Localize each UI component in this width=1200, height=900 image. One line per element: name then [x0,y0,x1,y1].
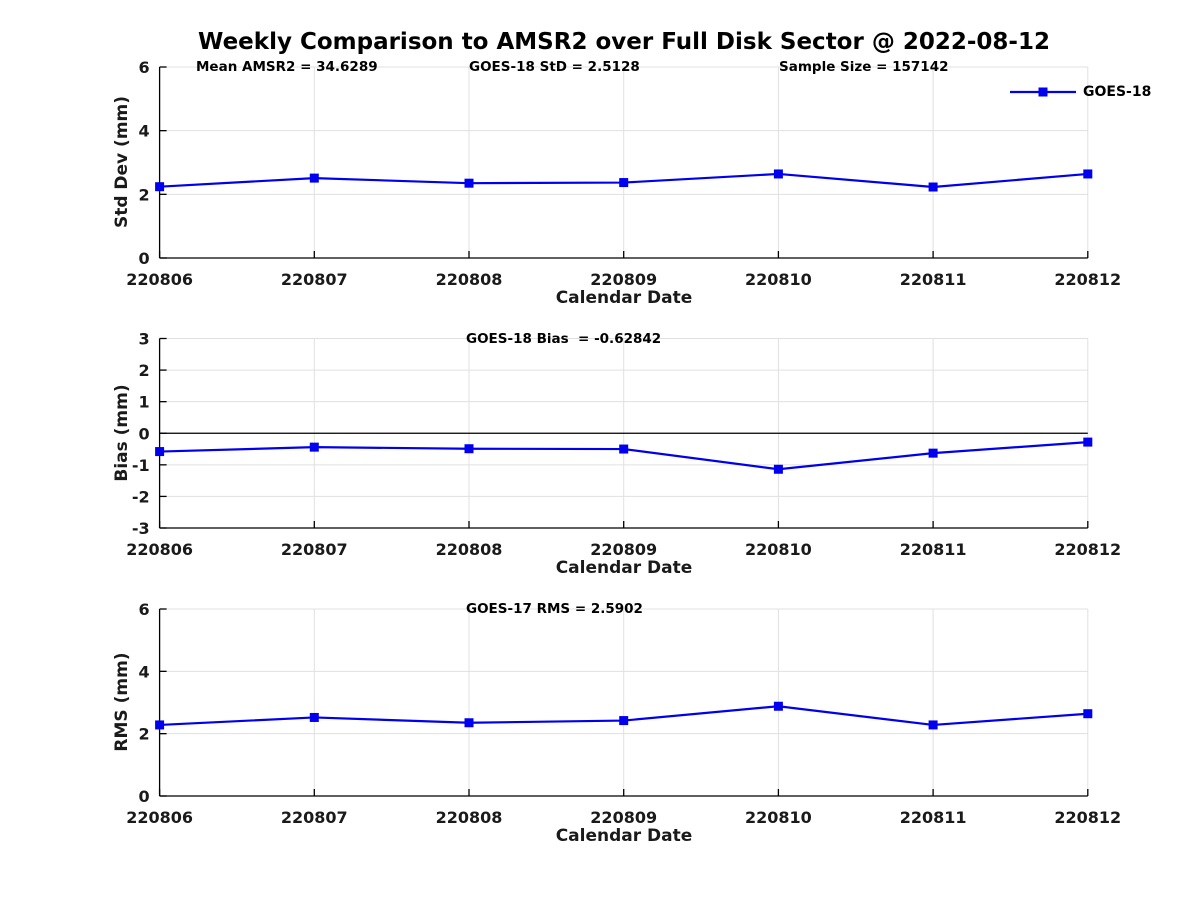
bias-x-tick-label: 220806 [126,540,193,559]
rms-y-tick-label: 6 [138,600,149,619]
stddev-x-tick-label: 220812 [1054,270,1121,289]
bias-x-tick-label: 220807 [281,540,348,559]
anno-sample-size: Sample Size = 157142 [779,59,949,75]
rms-y-tick-label: 0 [138,787,149,806]
stddev-y-tick-label: 0 [138,249,149,268]
rms-subplot: 220806 220807 220808 220809 220810 220811 2208… [126,600,1121,827]
rms-marker [309,712,319,722]
anno-goes17-rms: GOES-17 RMS = 2.5902 [466,601,643,617]
stddev-x-axis-label: Calendar Date [555,288,693,308]
rms-y-tick-label: 4 [138,662,149,681]
bias-y-tick-label: 1 [138,393,149,412]
stddev-marker [1083,169,1093,179]
stddev-marker [155,182,165,192]
bias-x-tick-label: 220812 [1054,540,1121,559]
legend: GOES-18 [1010,84,1151,100]
bias-y-tick-label: 2 [138,361,149,380]
rms-x-tick-label: 220812 [1054,808,1121,827]
bias-x-tick-label: 220811 [900,540,967,559]
bias-x-tick-label: 220808 [436,540,503,559]
anno-goes18-bias: GOES-18 Bias = -0.62842 [466,331,662,347]
bias-y-tick-label: -3 [132,519,150,538]
bias-y-tick-label: -2 [132,487,150,506]
rms-marker [155,720,165,730]
bias-subplot: 220806 220807 220808 220809 220810 220811 2208… [126,330,1121,560]
stddev-y-axis-label: Std Dev (mm) [112,95,132,229]
rms-y-axis-label: RMS (mm) [112,652,132,752]
rms-x-tick-label: 220811 [900,808,967,827]
stddev-x-tick-label: 220808 [436,270,503,289]
rms-x-tick-label: 220808 [436,808,503,827]
bias-marker [309,442,319,452]
legend-label: GOES-18 [1083,84,1152,100]
stddev-x-tick-label: 220806 [126,270,193,289]
rms-x-tick-label: 220807 [281,808,348,827]
bias-marker [928,448,938,458]
bias-x-tick-label: 220809 [590,540,657,559]
stddev-marker [773,169,783,179]
stddev-y-tick-label: 2 [138,185,149,204]
chart-title: Weekly Comparison to AMSR2 over Full Dis… [198,29,1050,55]
legend-line-icon [1010,87,1076,97]
stddev-marker [464,178,474,188]
rms-marker [773,701,783,711]
stddev-x-tick-label: 220811 [900,270,967,289]
stddev-marker [928,182,938,192]
rms-marker [928,720,938,730]
bias-x-axis-label: Calendar Date [555,558,693,578]
stddev-subplot: 220806 220807 220808 220809 220810 220811 2208… [126,58,1121,289]
stddev-marker [309,173,319,183]
bias-marker [1083,437,1093,447]
rms-marker [464,718,474,728]
stddev-y-tick-label: 4 [138,122,149,141]
rms-x-axis-label: Calendar Date [555,826,693,846]
bias-marker [619,444,629,454]
anno-mean-amsr2: Mean AMSR2 = 34.6289 [196,59,378,75]
bias-marker [773,464,783,474]
stddev-x-tick-label: 220810 [745,270,812,289]
stddev-y-tick-label: 6 [138,58,149,77]
bias-marker [155,447,165,457]
rms-x-tick-label: 220806 [126,808,193,827]
bias-y-tick-label: 0 [138,424,149,443]
bias-marker [464,444,474,454]
bias-x-tick-label: 220810 [745,540,812,559]
rms-x-tick-label: 220809 [590,808,657,827]
bias-y-axis-label: Bias (mm) [112,384,132,482]
anno-goes18-std: GOES-18 StD = 2.5128 [469,59,640,75]
rms-marker [619,716,629,726]
stddev-x-tick-label: 220807 [281,270,348,289]
rms-x-tick-label: 220810 [745,808,812,827]
stddev-marker [619,178,629,188]
rms-y-tick-label: 2 [138,725,149,744]
bias-y-tick-label: -1 [132,456,150,475]
stddev-x-tick-label: 220809 [590,270,657,289]
rms-marker [1083,709,1093,719]
bias-y-tick-label: 3 [138,330,149,349]
